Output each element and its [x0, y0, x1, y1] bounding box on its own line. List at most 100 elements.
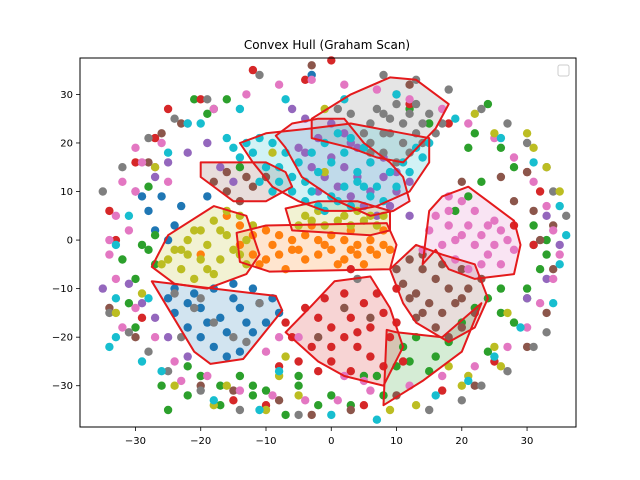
point-7-41	[196, 386, 205, 395]
point-3-4	[366, 352, 375, 361]
point-3-3	[353, 342, 362, 352]
point-1-14	[274, 231, 284, 240]
hull-line-5-1	[199, 161, 294, 203]
point-4-41	[124, 279, 134, 288]
point-0-29	[177, 201, 186, 211]
point-9-61	[555, 260, 564, 269]
point-7-54	[144, 133, 153, 143]
point-6-36	[268, 391, 277, 400]
point-9-71	[196, 119, 205, 128]
point-6-75	[118, 323, 127, 332]
point-8-12	[190, 274, 199, 284]
point-4-33	[203, 138, 212, 148]
point-6-46	[549, 274, 558, 284]
point-1-22	[268, 240, 277, 250]
point-1-13	[261, 226, 271, 235]
point-3-12	[320, 294, 329, 303]
point-5-14	[425, 299, 434, 308]
point-0-21	[222, 328, 231, 337]
point-9-8	[353, 167, 362, 177]
point-5-51	[542, 308, 551, 318]
point-7-45	[444, 85, 453, 94]
point-0-4	[209, 342, 218, 352]
point-8-3	[196, 226, 205, 235]
point-1-11	[379, 240, 388, 250]
point-8-48	[555, 187, 564, 196]
point-7-47	[503, 119, 512, 128]
point-6-60	[242, 90, 251, 99]
point-7-12	[398, 119, 408, 128]
point-5-13	[411, 289, 421, 298]
point-3-29	[248, 65, 258, 75]
point-5-1	[418, 308, 427, 318]
point-4-42	[405, 211, 414, 220]
point-6-51	[509, 153, 519, 162]
point-8-32	[301, 211, 310, 220]
hull-line-7-0	[310, 76, 450, 164]
point-7-37	[105, 308, 114, 318]
point-7-34	[503, 367, 512, 376]
point-3-22	[353, 328, 362, 337]
point-8-11	[203, 265, 212, 274]
point-9-14	[307, 148, 316, 157]
point-7-42	[235, 405, 245, 415]
y-tick-label-0: −30	[52, 381, 73, 392]
point-3-38	[229, 396, 238, 405]
point-0-25	[144, 206, 153, 216]
point-8-13	[177, 265, 186, 274]
point-3-34	[529, 240, 538, 250]
point-6-8	[470, 206, 479, 216]
point-7-32	[457, 396, 466, 405]
point-4-39	[522, 294, 532, 303]
point-3-18	[366, 323, 375, 332]
point-6-19	[464, 265, 473, 274]
point-8-1	[170, 245, 179, 254]
point-5-53	[177, 119, 186, 128]
point-4-35	[229, 177, 238, 186]
point-4-15	[301, 148, 310, 157]
point-8-41	[496, 362, 506, 371]
point-0-23	[183, 299, 192, 308]
point-0-12	[229, 279, 238, 288]
point-0-18	[235, 303, 245, 313]
point-7-16	[411, 99, 421, 109]
point-9-45	[229, 143, 238, 152]
point-3-31	[327, 56, 336, 65]
point-5-37	[535, 235, 545, 245]
point-7-43	[379, 70, 388, 80]
point-4-36	[542, 211, 551, 220]
point-2-48	[496, 143, 506, 152]
point-1-17	[314, 235, 323, 245]
point-8-47	[542, 163, 551, 172]
point-4-40	[98, 284, 108, 293]
point-2-3	[137, 240, 147, 250]
point-0-16	[196, 303, 205, 313]
point-6-21	[496, 226, 506, 235]
point-9-12	[333, 129, 342, 138]
point-5-8	[431, 274, 440, 284]
point-5-23	[340, 303, 349, 313]
point-8-44	[470, 109, 479, 119]
point-9-24	[327, 158, 336, 167]
point-9-21	[287, 172, 297, 182]
point-3-25	[131, 158, 140, 167]
point-2-37	[496, 284, 506, 293]
point-6-11	[451, 235, 460, 245]
point-2-62	[451, 206, 460, 216]
point-9-31	[418, 153, 427, 162]
point-7-20	[346, 109, 355, 119]
y-tick-label-3: 0	[67, 236, 73, 247]
point-8-29	[346, 221, 355, 230]
point-7-35	[529, 342, 538, 352]
point-6-35	[235, 386, 245, 395]
point-9-51	[157, 367, 166, 376]
point-7-59	[379, 129, 388, 138]
point-6-47	[555, 250, 564, 259]
point-9-17	[268, 138, 277, 148]
point-5-42	[131, 333, 140, 342]
point-6-56	[372, 85, 382, 94]
point-6-12	[464, 221, 473, 230]
point-9-9	[366, 158, 375, 167]
point-8-62	[281, 352, 290, 361]
point-0-2	[183, 323, 192, 332]
